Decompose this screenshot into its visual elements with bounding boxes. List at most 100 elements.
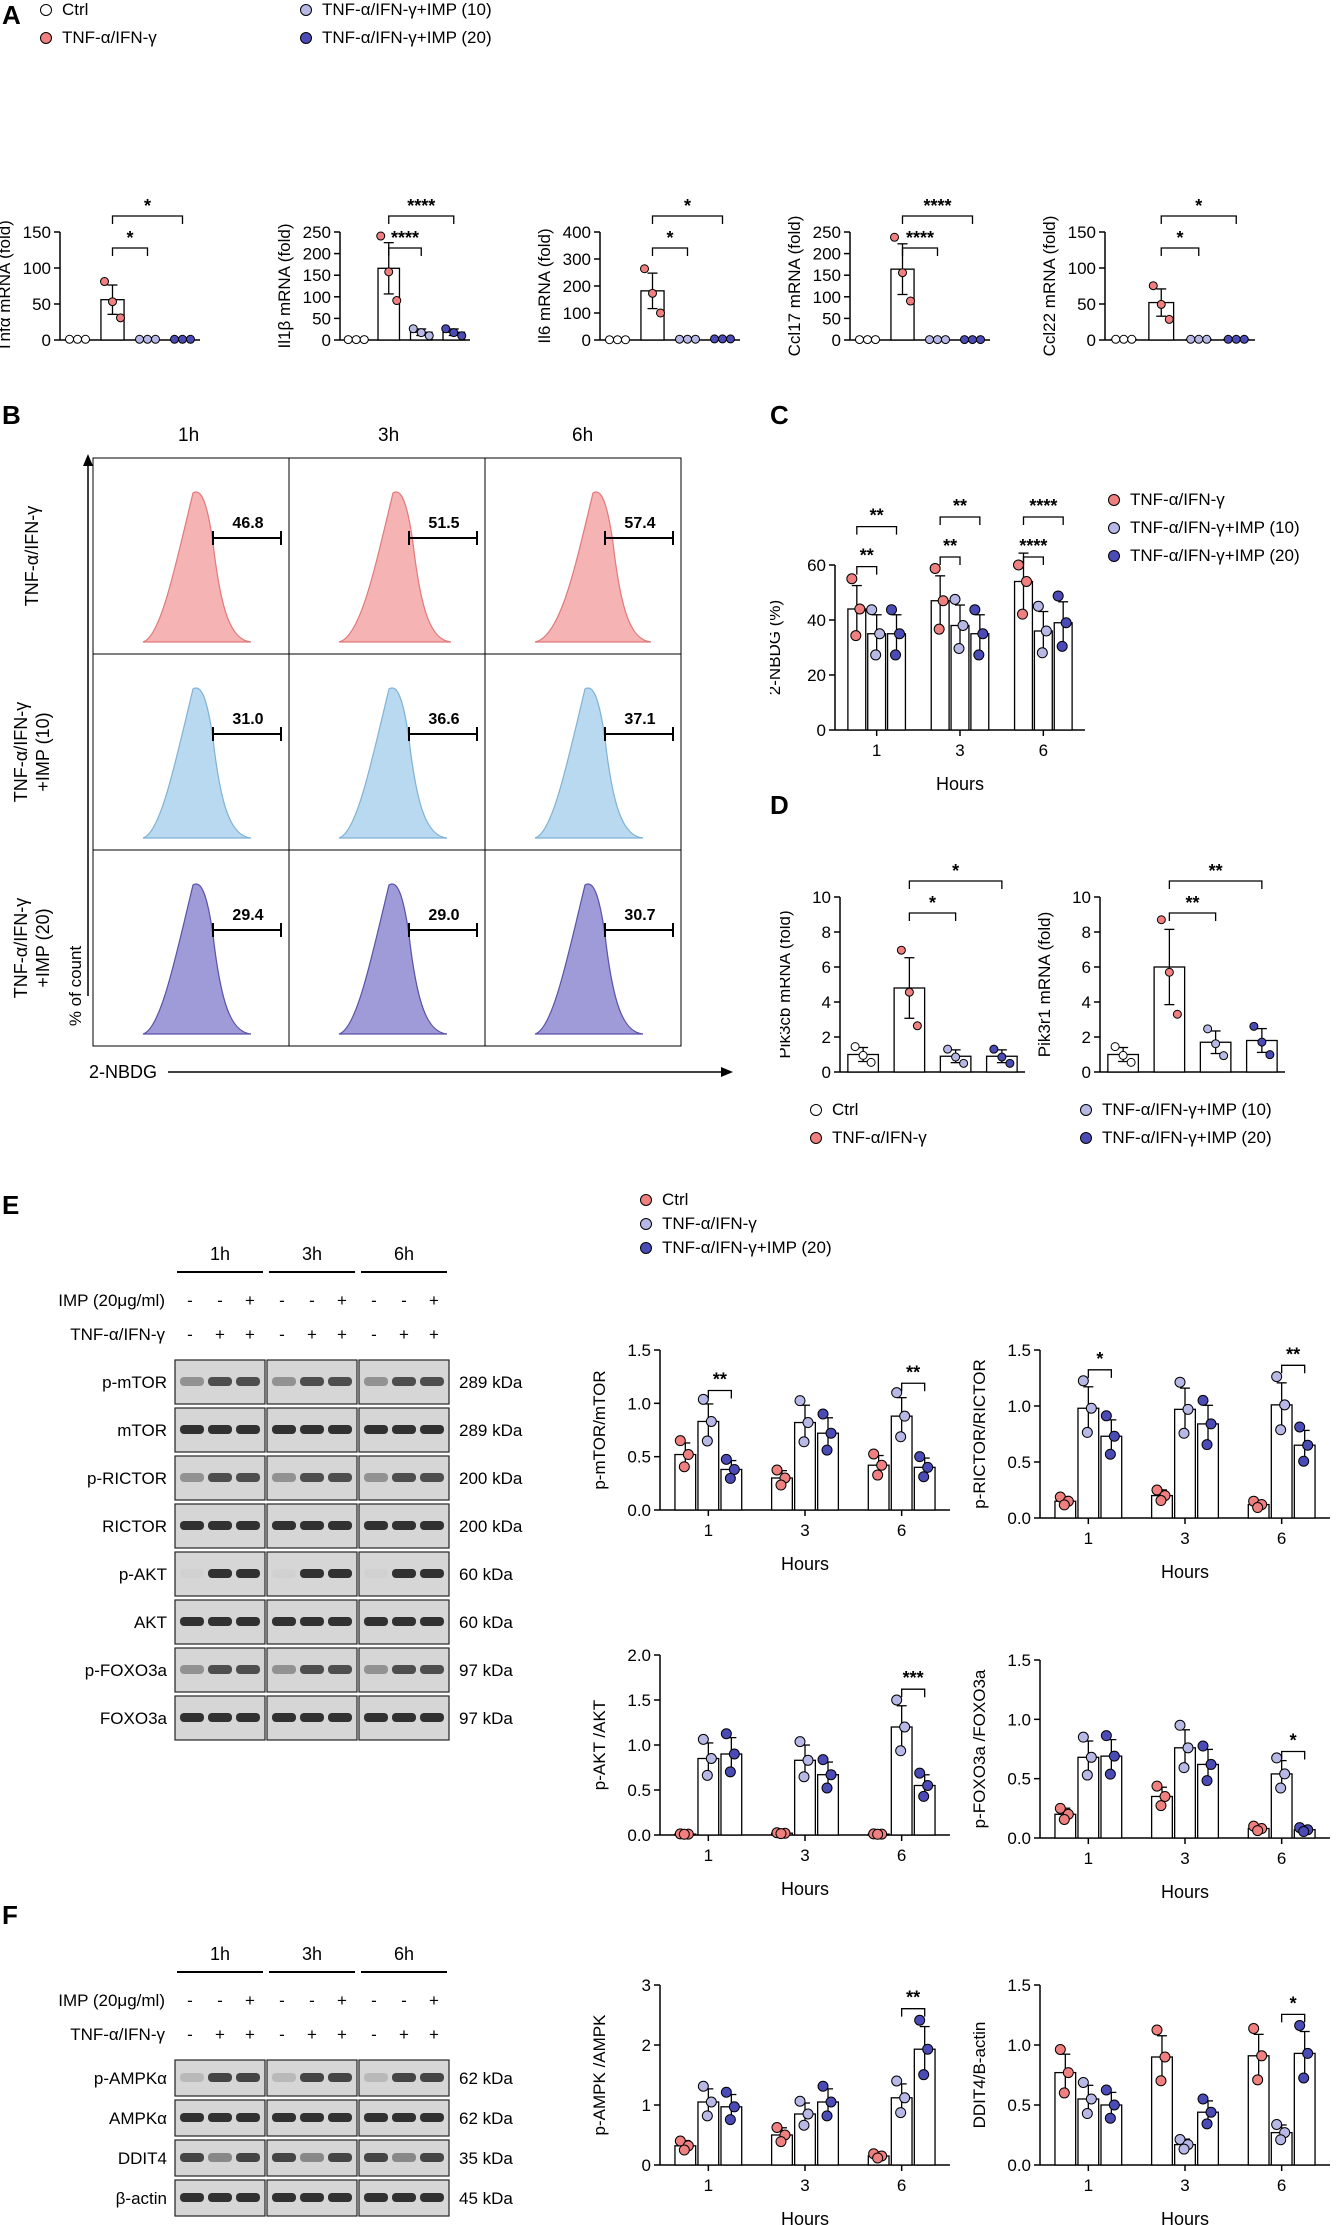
y-tick-label: 0 [832,331,841,350]
blot-band [364,1521,388,1530]
data-point [914,2014,926,2026]
blot-band [392,2193,416,2202]
data-point [441,324,451,334]
data-point [1205,1418,1217,1430]
legend-label: TNF-α/IFN-γ+IMP (20) [1102,1128,1272,1147]
blot-protein-label: AMPKα [109,2109,167,2128]
data-point [376,231,386,241]
data-point [912,1021,922,1031]
data-point [1178,2143,1190,2155]
data-point [922,2043,934,2055]
x-tick-label: 1 [1084,1529,1093,1548]
blot-band [236,1425,260,1434]
data-point [392,296,402,306]
data-point [143,334,152,344]
data-point [1279,1768,1291,1780]
y-axis-title: Pik3cb mRNA (fold) [780,910,794,1058]
data-point [705,1415,717,1427]
data-point [351,335,361,345]
significance-bracket [1160,247,1200,256]
data-point [886,604,898,616]
data-point [408,324,418,334]
data-point [1178,1762,1190,1774]
blot-band [272,1569,296,1578]
panel-letter-c: C [770,400,789,430]
legend-a-left: Ctrl TNF-α/IFN-γ [40,0,300,56]
data-point [648,288,657,298]
blot-sign: - [187,2025,193,2044]
blot-band [180,2113,204,2122]
blot-protein-label: p-FOXO3a [85,1661,168,1680]
data-point [775,1828,787,1840]
tnf-marker [640,1194,652,1206]
data-point [1062,2067,1074,2079]
y-tick-label: 200 [813,245,841,264]
y-axis-title: 2-NBDG (%) [770,600,784,695]
y-tick-label: 1 [642,2096,651,2115]
x-tick-label: 6 [1277,1529,1286,1548]
blot-band [420,1713,444,1722]
x-tick-label: 6 [897,1521,906,1540]
y-tick-label: 0 [42,331,51,350]
gate-percentage: 31.0 [232,711,263,728]
data-point [969,604,981,616]
blot-band [236,2153,260,2162]
blot-band [328,1617,352,1626]
significance-bracket [707,1389,732,1399]
blot-sign: - [279,1291,285,1310]
significance-bracket [1168,912,1217,921]
data-point [1252,1502,1264,1514]
data-point [1164,967,1174,977]
data-point [1119,334,1129,344]
blot-band [300,1665,324,1674]
y-axis-title: Pik3r1 mRNA (fold) [1035,912,1054,1057]
data-point [1085,1751,1097,1763]
blot-band [272,1713,296,1722]
data-point [868,1448,880,1460]
blot-protein-label: p-AMPKα [94,2069,167,2088]
gate-percentage: 29.4 [232,907,263,924]
significance-bracket [939,516,981,525]
flow-row-label: TNF-α/IFN-γ +IMP (20) [11,898,53,998]
flow-x-axis-title: 2-NBDG [89,1062,157,1082]
significance-bracket [908,912,957,921]
data-point [1151,1484,1163,1496]
data-point [794,2095,806,2107]
blot-band [300,1569,324,1578]
data-point [1223,334,1233,344]
significance-label: * [684,196,691,216]
significance-label: * [1290,1730,1297,1750]
data-point [151,334,160,344]
blot-band [236,2193,260,2202]
flow-histogram [142,883,252,1035]
flow-row-label-line: +IMP (10) [33,712,53,791]
y-axis-title: Il1β mRNA (fold) [275,223,294,348]
y-tick-label: 250 [303,223,331,242]
significance-bracket [111,215,184,224]
blot-treatment-label: IMP (20μg/ml) [58,1991,165,2010]
blot-band [392,1713,416,1722]
data-point [1054,1802,1066,1814]
data-point [929,562,941,574]
y-tick-label: 1.5 [1007,1976,1031,1995]
legend-d-right: TNF-α/IFN-γ+IMP (10) TNF-α/IFN-γ+IMP (20… [1080,1100,1342,1156]
blot-treatment-label: TNF-α/IFN-γ [70,2025,165,2044]
data-point [1201,1439,1213,1451]
data-point [691,334,700,344]
data-point [674,2135,686,2147]
data-point [798,2119,810,2131]
blot-band [236,1473,260,1482]
legend-item: TNF-α/IFN-γ+IMP (10) [1080,1100,1342,1120]
chart-d1: 0 2 4 6 8 10 Pik3cb mRNA (fold) * * [780,861,1025,1082]
flow-plot-frame [484,849,682,1047]
y-tick-label: 150 [23,223,51,242]
y-tick-label: 0.5 [1007,1770,1031,1789]
blot-protein-label: β-actin [116,2189,167,2208]
y-tick-label: 10 [812,888,831,907]
data-point [1252,1825,1264,1837]
y-tick-label: 2 [642,2036,651,2055]
flow-y-axis-title: % of count [66,946,85,1027]
data-point [933,623,945,635]
data-point [899,1410,911,1422]
y-tick-label: 6 [822,958,831,977]
